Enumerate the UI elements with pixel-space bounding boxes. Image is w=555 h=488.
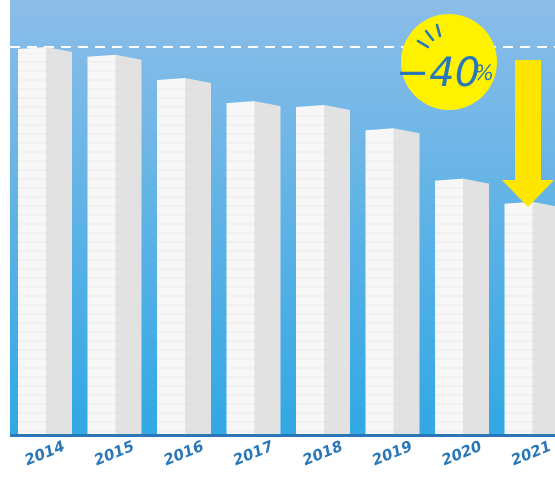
bar-2017 bbox=[226, 101, 281, 435]
bar-texture bbox=[18, 53, 72, 434]
bar-texture bbox=[504, 207, 555, 434]
badge-unit: % bbox=[474, 61, 494, 85]
bar-2014 bbox=[18, 47, 72, 434]
x-tick-label: 2017 bbox=[230, 437, 276, 470]
bar-texture bbox=[435, 184, 489, 434]
bar-texture bbox=[157, 83, 211, 435]
bar-2018 bbox=[296, 105, 350, 435]
bar-2021 bbox=[504, 201, 555, 434]
down-arrow-icon bbox=[502, 60, 554, 207]
burst-lines-icon bbox=[416, 23, 442, 49]
bar-texture bbox=[296, 111, 350, 435]
x-tick-label: 2020 bbox=[439, 437, 484, 469]
x-tick-label: 2014 bbox=[22, 437, 67, 469]
bar-texture bbox=[365, 134, 420, 434]
reduction-badge: −40 % bbox=[396, 14, 497, 110]
bar-texture bbox=[87, 60, 142, 435]
x-tick-label: 2016 bbox=[161, 437, 206, 469]
badge-value: −40 bbox=[396, 50, 480, 96]
x-tick-label: 2019 bbox=[369, 437, 414, 469]
x-tick-label: 2021 bbox=[508, 437, 553, 469]
x-tick-label: 2018 bbox=[300, 437, 345, 469]
bar-2016 bbox=[157, 77, 211, 435]
x-tick-label: 2015 bbox=[91, 437, 136, 469]
bar-2019 bbox=[365, 128, 420, 434]
bar-2015 bbox=[87, 54, 142, 435]
bar-texture bbox=[226, 107, 281, 435]
badge-circle bbox=[401, 14, 497, 110]
bar-2020 bbox=[435, 178, 489, 434]
